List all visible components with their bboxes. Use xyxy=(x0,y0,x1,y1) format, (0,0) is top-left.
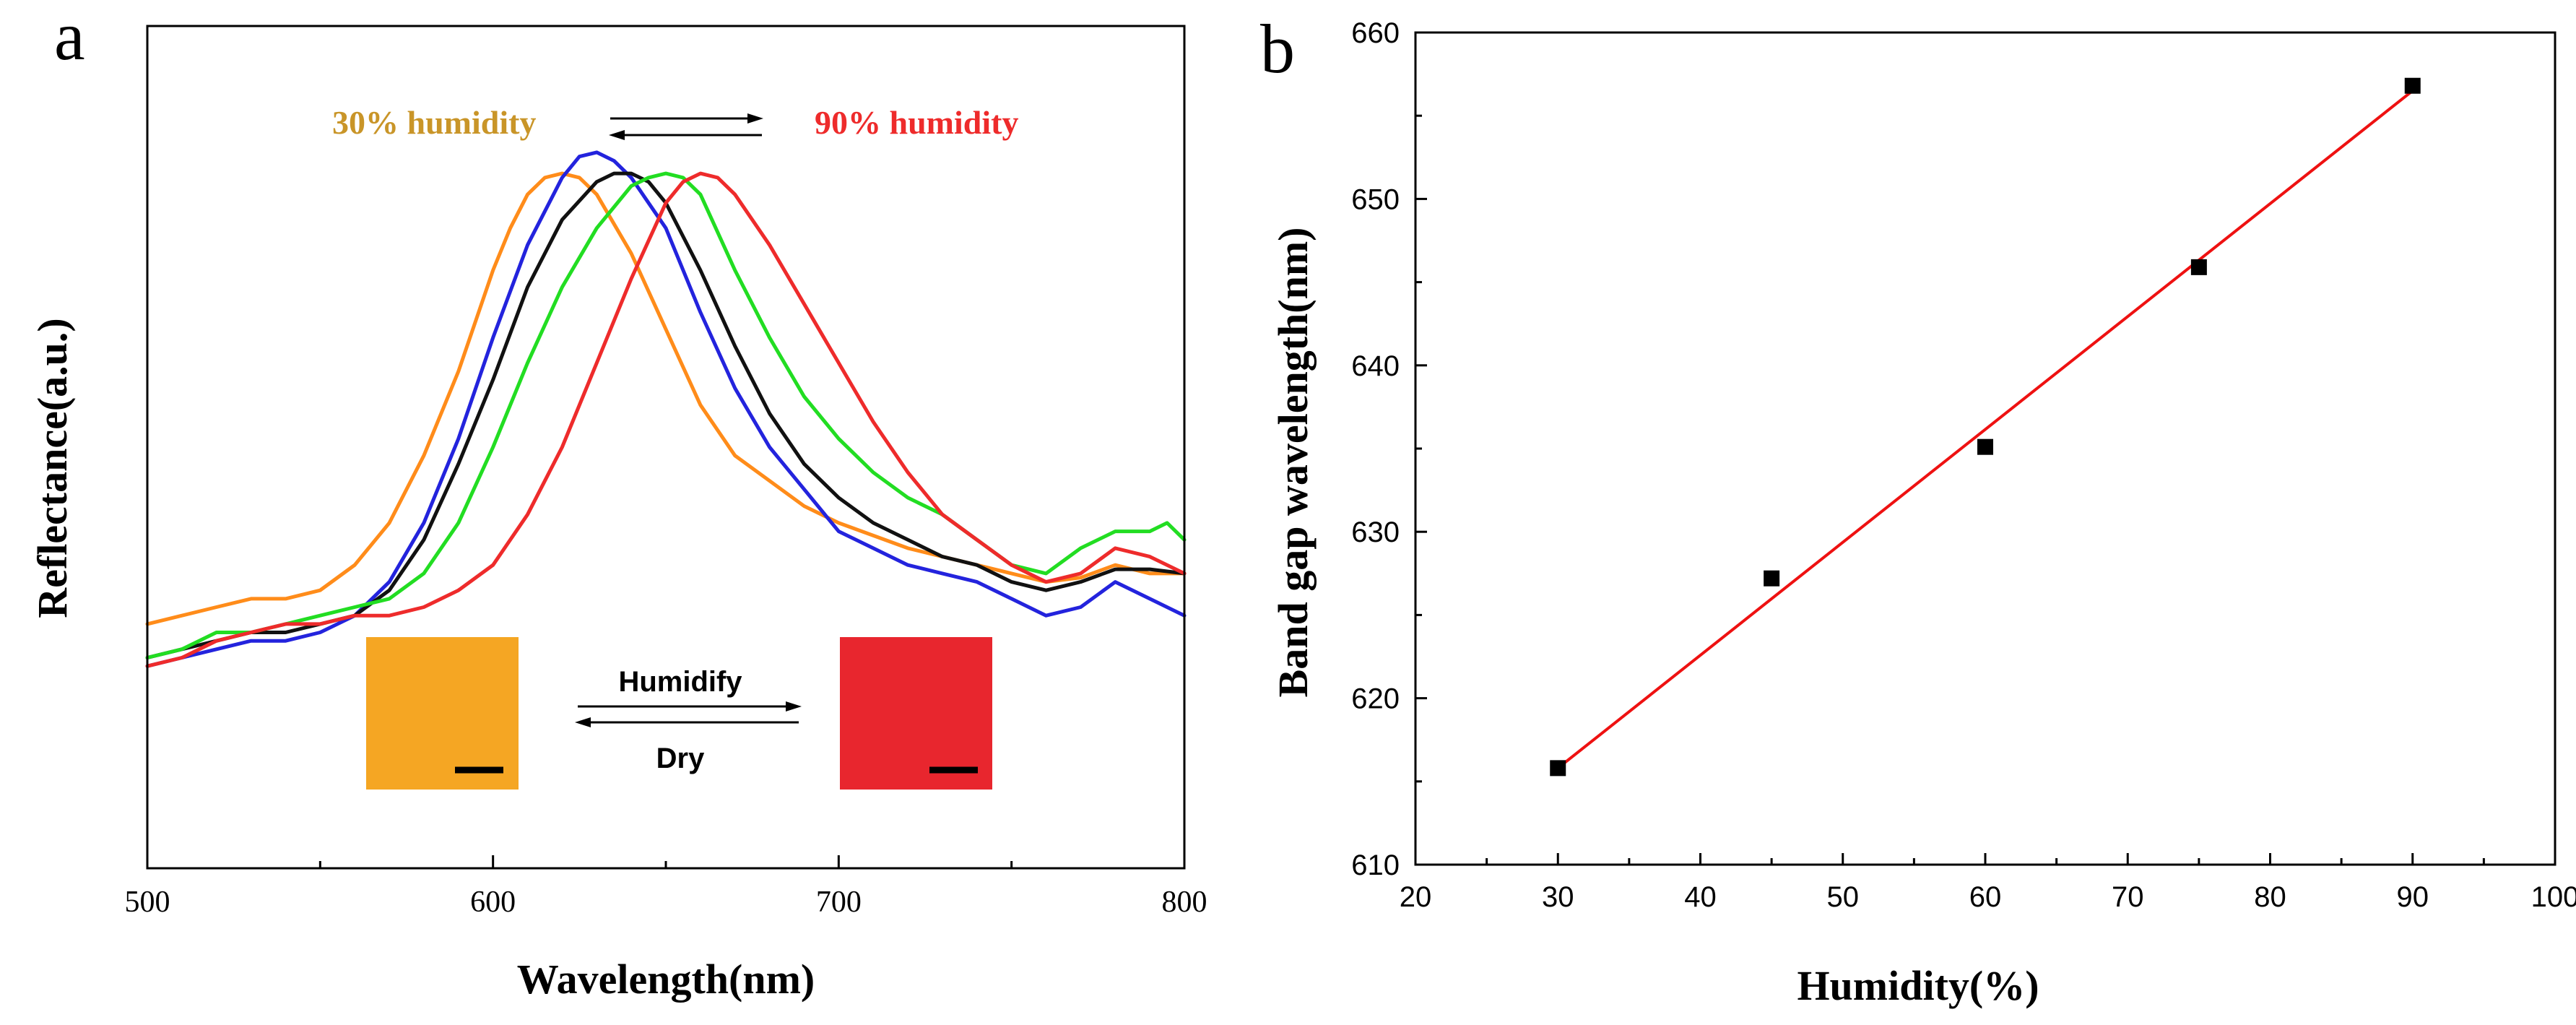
annotation-30-humidity: 30% humidity xyxy=(332,104,536,141)
panel-b-ticks-group: 20 30 40 50 60 70 80 90 100 610 620 630 640 650 660 xyxy=(1351,17,2576,913)
b-y-tick-label-610: 610 xyxy=(1351,849,1400,881)
linear-fit-line xyxy=(1557,90,2414,769)
b-x-tick-label-90: 90 xyxy=(2397,881,2429,913)
b-y-tick-label-620: 620 xyxy=(1351,683,1400,715)
x-tick-label-500: 500 xyxy=(125,886,170,919)
panel-a-ticks-group: 500 600 700 800 xyxy=(125,855,1207,919)
b-x-tick-label-70: 70 xyxy=(2112,881,2144,913)
panel-b-letter: b xyxy=(1260,10,1295,87)
dry-film-swatch xyxy=(366,637,519,790)
x-tick-label-800: 800 xyxy=(1162,886,1207,919)
b-y-tick-label-640: 640 xyxy=(1351,350,1400,382)
b-x-tick-label-30: 30 xyxy=(1542,881,1574,913)
panel-a-letter: a xyxy=(54,0,85,74)
panel-a-frame xyxy=(146,25,1186,870)
b-x-tick-label-50: 50 xyxy=(1827,881,1860,913)
b-y-tick-label-660: 660 xyxy=(1351,17,1400,49)
panel-b-xlabel: Humidity(%) xyxy=(1797,962,2039,1009)
x-tick-label-600: 600 xyxy=(470,886,516,919)
equilibrium-arrows-top xyxy=(609,113,763,140)
panel-b: b Band gap wavelength(nm) Humidity(%) 20… xyxy=(1260,10,2576,1009)
b-x-tick-label-60: 60 xyxy=(1969,881,2002,913)
panel-a: a Reflectance(a.u.) Wavelength(nm) 500 60… xyxy=(29,0,1207,1003)
panel-b-fit-group xyxy=(1557,90,2414,769)
equilibrium-arrows-inset xyxy=(575,701,802,727)
b-y-tick-label-630: 630 xyxy=(1351,516,1400,548)
data-point-45 xyxy=(1764,570,1780,587)
b-x-tick-label-20: 20 xyxy=(1400,881,1432,913)
b-x-tick-label-80: 80 xyxy=(2254,881,2286,913)
series-line-45-humidity xyxy=(145,150,1187,668)
panel-a-ylabel: Reflectance(a.u.) xyxy=(29,318,76,618)
b-y-tick-label-650: 650 xyxy=(1351,183,1400,215)
series-line-30-humidity xyxy=(145,171,1187,626)
series-line-90-humidity xyxy=(145,171,1187,668)
panel-a-series-group xyxy=(145,150,1187,668)
data-point-90 xyxy=(2404,77,2421,94)
data-point-60 xyxy=(1977,438,1993,455)
panel-b-points-group xyxy=(1550,77,2421,777)
panel-b-frame xyxy=(1414,31,2557,866)
annotation-90-humidity: 90% humidity xyxy=(815,104,1018,141)
wet-film-swatch xyxy=(840,637,992,790)
humidify-label: Humidify xyxy=(618,666,742,698)
series-line-60-humidity xyxy=(145,171,1187,659)
data-point-30 xyxy=(1550,760,1566,777)
panel-b-ylabel: Band gap wavelength(nm) xyxy=(1270,228,1317,698)
series-line-75-humidity xyxy=(145,171,1187,659)
x-tick-label-700: 700 xyxy=(816,886,862,919)
dry-label: Dry xyxy=(656,743,705,774)
panel-a-xlabel: Wavelength(nm) xyxy=(517,956,815,1003)
data-point-75 xyxy=(2190,259,2207,275)
b-x-tick-label-100: 100 xyxy=(2531,881,2576,913)
b-x-tick-label-40: 40 xyxy=(1684,881,1717,913)
